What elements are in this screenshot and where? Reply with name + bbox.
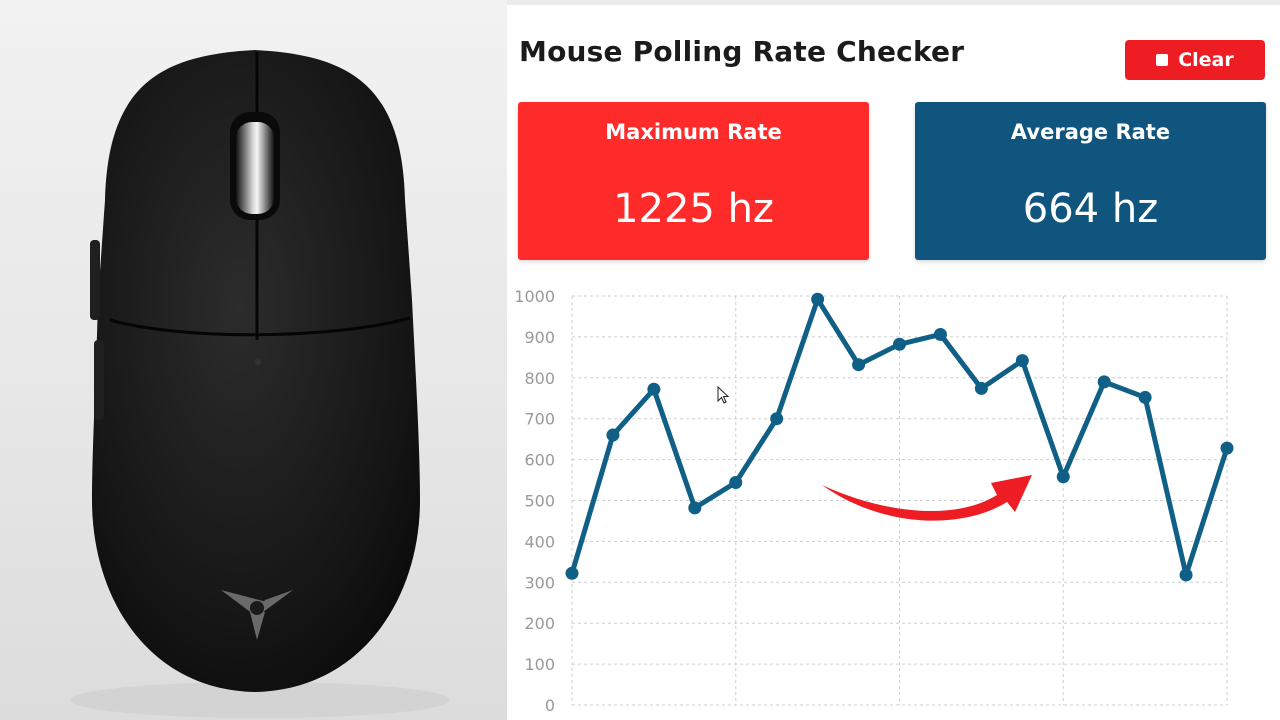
stop-icon	[1156, 54, 1169, 66]
data-point	[1056, 470, 1070, 484]
average-rate-label: Average Rate	[1010, 120, 1171, 144]
data-point	[770, 412, 784, 426]
polling-rate-chart: 010020030040050060070080090010001591317	[514, 287, 1234, 715]
y-tick-label: 600	[524, 451, 555, 470]
data-point	[811, 292, 825, 306]
brand-logo-icon	[221, 590, 293, 640]
data-point	[1179, 568, 1193, 582]
y-tick-label: 500	[524, 492, 555, 511]
data-point	[1220, 441, 1234, 455]
y-tick-label: 400	[524, 532, 555, 551]
data-point	[1138, 390, 1152, 404]
data-point	[974, 381, 988, 395]
data-point	[688, 501, 702, 515]
data-point	[729, 476, 743, 490]
y-tick-label: 800	[524, 369, 555, 388]
maximum-rate-value: 1225 hz	[613, 186, 774, 232]
y-tick-label: 200	[524, 614, 555, 633]
clear-button[interactable]: Clear	[1125, 40, 1265, 80]
y-tick-label: 0	[545, 696, 555, 715]
average-rate-card: Average Rate 664 hz	[915, 102, 1266, 260]
y-tick-label: 100	[524, 655, 555, 674]
data-point	[565, 566, 579, 580]
average-rate-value: 664 hz	[1022, 186, 1159, 232]
y-tick-label: 900	[524, 328, 555, 347]
y-tick-label: 300	[524, 573, 555, 592]
mouse-photo	[0, 0, 507, 720]
mouse-cursor-icon	[717, 386, 730, 404]
clear-button-label: Clear	[1178, 49, 1234, 71]
data-point	[893, 337, 906, 351]
data-point	[933, 327, 947, 341]
data-point	[606, 428, 620, 442]
data-point	[647, 382, 661, 396]
y-tick-label: 700	[524, 410, 555, 429]
data-point	[852, 358, 866, 372]
page-title: Mouse Polling Rate Checker	[519, 35, 965, 68]
maximum-rate-label: Maximum Rate	[605, 120, 782, 144]
data-point	[1015, 354, 1029, 368]
maximum-rate-card: Maximum Rate 1225 hz	[518, 102, 869, 260]
polling-rate-panel: Mouse Polling Rate Checker Clear Maximum…	[507, 5, 1280, 720]
data-point	[1097, 375, 1111, 389]
y-tick-label: 1000	[514, 287, 555, 306]
annotation-arrow-icon	[822, 475, 1032, 521]
